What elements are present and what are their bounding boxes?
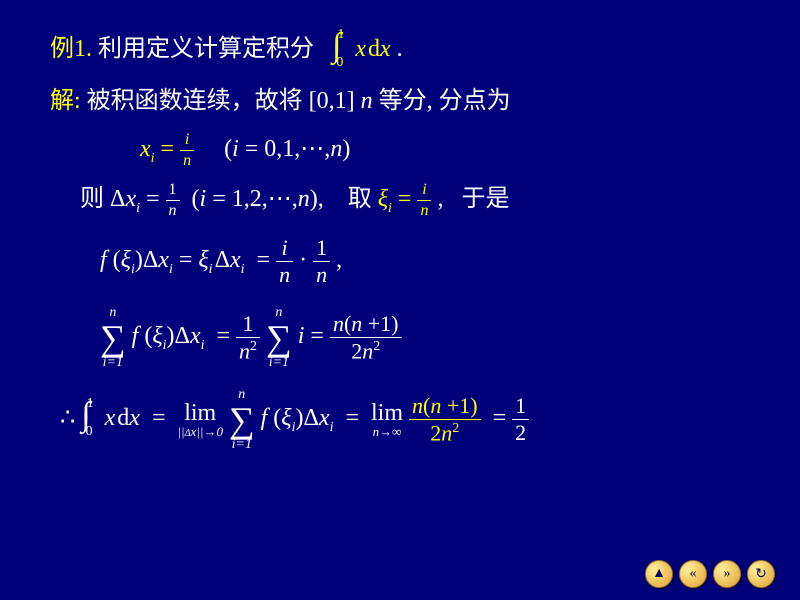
nav-next-button[interactable]: » xyxy=(713,560,741,588)
line1-text: 利用定义计算定积分 xyxy=(98,36,314,62)
slide-content: 例1. 利用定义计算定积分 ∫10x dx . 解: 被积函数连续，故将 [0,… xyxy=(0,0,800,452)
integral-expr: ∫10x dx xyxy=(332,36,397,62)
up-icon: ▲ xyxy=(652,566,666,582)
nav-up-button[interactable]: ▲ xyxy=(645,560,673,588)
line-5: f (ξi)Δxi = ξi Δxi = in · 1n , xyxy=(50,237,750,286)
line-6: n∑i=1 f (ξi)Δxi = 1n2 n∑i=1 i = n(n +1)2… xyxy=(50,306,750,370)
nav-reload-button[interactable]: ↻ xyxy=(747,560,775,588)
nav-buttons: ▲ « » ↻ xyxy=(645,560,775,588)
line-3: xi = in (i = 0,1,⋯,n) xyxy=(50,131,750,169)
next-icon: » xyxy=(724,566,731,582)
line-4: 则 Δxi = 1n (i = 1,2,⋯,n), 取 ξi = in , 于是 xyxy=(50,181,750,219)
reload-icon: ↻ xyxy=(755,566,767,583)
prev-icon: « xyxy=(690,566,697,582)
solution-label: 解: xyxy=(50,88,81,114)
nav-prev-button[interactable]: « xyxy=(679,560,707,588)
line-1: 例1. 利用定义计算定积分 ∫10x dx . xyxy=(50,20,750,71)
line-7: ∴ ∫10x dx = lim||Δx||→0 n∑i=1 f (ξi)Δxi … xyxy=(50,388,750,452)
line-2: 解: 被积函数连续，故将 [0,1] n 等分, 分点为 xyxy=(50,83,750,119)
example-label: 例1. xyxy=(50,36,92,62)
